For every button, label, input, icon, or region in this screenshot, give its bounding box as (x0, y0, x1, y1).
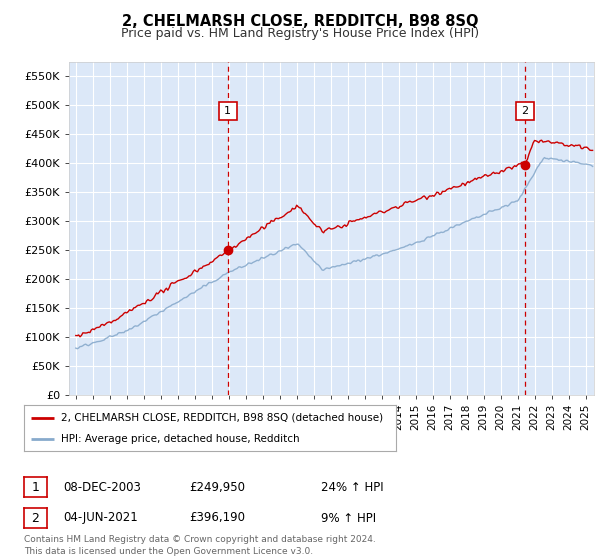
Text: 1: 1 (31, 480, 40, 494)
Text: 9% ↑ HPI: 9% ↑ HPI (321, 511, 376, 525)
Text: £396,190: £396,190 (189, 511, 245, 525)
Text: 2, CHELMARSH CLOSE, REDDITCH, B98 8SQ: 2, CHELMARSH CLOSE, REDDITCH, B98 8SQ (122, 14, 478, 29)
Text: 1: 1 (224, 106, 231, 116)
Text: HPI: Average price, detached house, Redditch: HPI: Average price, detached house, Redd… (61, 435, 300, 444)
Text: Price paid vs. HM Land Registry's House Price Index (HPI): Price paid vs. HM Land Registry's House … (121, 27, 479, 40)
Text: 04-JUN-2021: 04-JUN-2021 (63, 511, 138, 525)
Text: 2, CHELMARSH CLOSE, REDDITCH, B98 8SQ (detached house): 2, CHELMARSH CLOSE, REDDITCH, B98 8SQ (d… (61, 413, 383, 423)
Text: 2: 2 (31, 511, 40, 525)
Text: £249,950: £249,950 (189, 480, 245, 494)
Text: Contains HM Land Registry data © Crown copyright and database right 2024.
This d: Contains HM Land Registry data © Crown c… (24, 535, 376, 556)
Text: 2: 2 (521, 106, 528, 116)
Text: 08-DEC-2003: 08-DEC-2003 (63, 480, 141, 494)
Text: 24% ↑ HPI: 24% ↑ HPI (321, 480, 383, 494)
